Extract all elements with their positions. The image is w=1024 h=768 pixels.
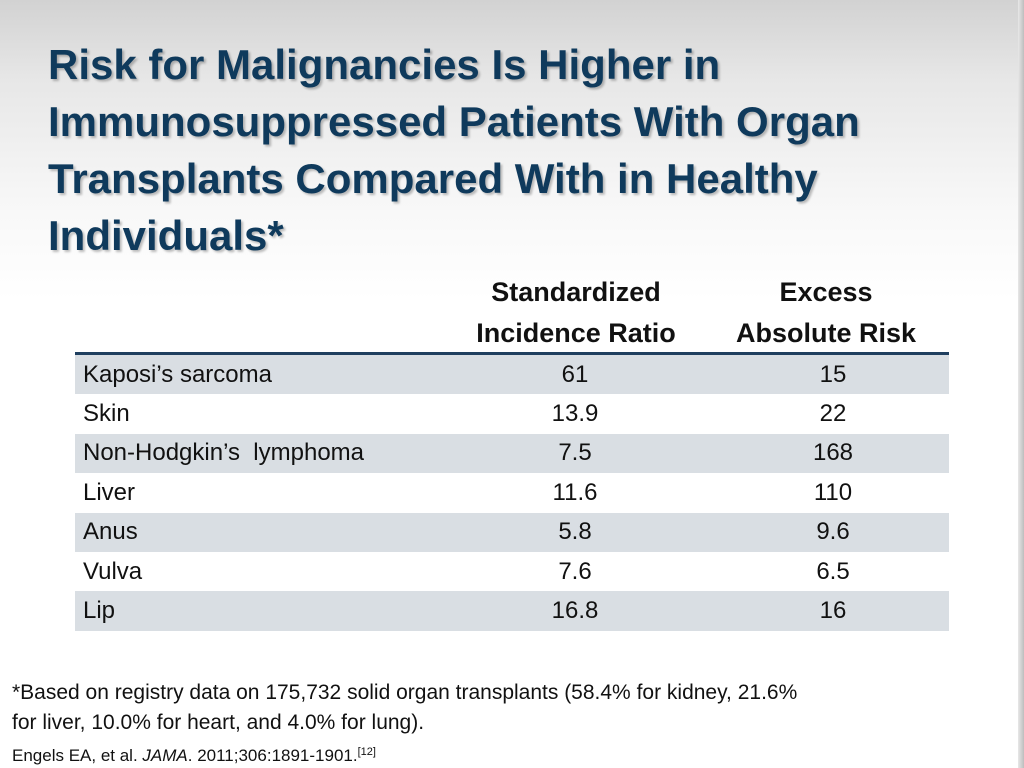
sir-value: 13.9 bbox=[551, 400, 599, 428]
citation: Engels EA, et al. JAMA. 2011;306:1891-19… bbox=[12, 741, 376, 767]
malignancy-risk-table: Kaposi’s sarcoma 61 15 Skin 13.9 22 Non-… bbox=[75, 355, 949, 631]
footnote-line: *Based on registry data on 175,732 solid… bbox=[12, 681, 798, 704]
column-header-standardized-incidence-ratio: Standardized Incidence Ratio bbox=[456, 272, 696, 354]
table-row: Non-Hodgkin’s lymphoma 7.5 168 bbox=[75, 433, 949, 474]
table-row: Kaposi’s sarcoma 61 15 bbox=[75, 355, 949, 395]
title-line: Individuals* bbox=[48, 212, 284, 259]
table-row: Vulva 7.6 6.5 bbox=[75, 552, 949, 591]
malignancy-name: Anus bbox=[83, 518, 138, 546]
citation-journal: JAMA bbox=[142, 746, 188, 765]
sir-value: 5.8 bbox=[558, 518, 592, 546]
malignancy-name: Non-Hodgkin’s lymphoma bbox=[83, 439, 365, 467]
sir-value: 7.6 bbox=[558, 557, 592, 585]
ear-value: 16 bbox=[819, 597, 847, 625]
ear-value: 168 bbox=[812, 439, 854, 467]
column-header-line: Standardized bbox=[491, 277, 661, 307]
table-row: Skin 13.9 22 bbox=[75, 394, 949, 433]
ear-value: 110 bbox=[813, 478, 853, 506]
citation-authors: Engels EA, et al. bbox=[12, 746, 143, 765]
title-line: Risk for Malignancies Is Higher in bbox=[48, 41, 721, 88]
column-header-line: Excess bbox=[779, 277, 873, 307]
column-header-line: Incidence Ratio bbox=[476, 318, 676, 348]
footnote: *Based on registry data on 175,732 solid… bbox=[12, 678, 1002, 738]
slide-edge-shadow bbox=[1018, 0, 1024, 768]
ear-value: 9.6 bbox=[816, 518, 850, 546]
sir-value: 7.5 bbox=[558, 439, 592, 467]
malignancy-name: Skin bbox=[83, 400, 130, 428]
sir-value: 11.6 bbox=[552, 478, 598, 506]
table-row: Anus 5.8 9.6 bbox=[75, 512, 949, 552]
column-header-excess-absolute-risk: Excess Absolute Risk bbox=[716, 272, 936, 354]
ear-value: 22 bbox=[819, 400, 847, 428]
slide-title: Risk for Malignancies Is Higher in Immun… bbox=[48, 36, 1008, 264]
malignancy-name: Vulva bbox=[83, 557, 143, 585]
malignancy-name: Liver bbox=[83, 478, 136, 506]
citation-reference-number: [12] bbox=[357, 746, 376, 758]
title-line: Transplants Compared With in Healthy bbox=[48, 155, 818, 202]
sir-value: 61 bbox=[561, 360, 589, 388]
malignancy-name: Lip bbox=[83, 597, 116, 625]
sir-value: 16.8 bbox=[551, 597, 599, 625]
citation-details: . 2011;306:1891-1901. bbox=[187, 746, 358, 765]
malignancy-name: Kaposi’s sarcoma bbox=[83, 360, 272, 388]
footnote-line: for liver, 10.0% for heart, and 4.0% for… bbox=[12, 711, 425, 734]
column-header-line: Absolute Risk bbox=[735, 318, 917, 348]
ear-value: 15 bbox=[819, 360, 847, 388]
table-row: Lip 16.8 16 bbox=[75, 591, 949, 631]
table-header-divider bbox=[75, 352, 949, 355]
table-row: Liver 11.6 110 bbox=[75, 473, 949, 512]
ear-value: 6.5 bbox=[816, 557, 850, 585]
title-line: Immunosuppressed Patients With Organ bbox=[48, 98, 860, 145]
